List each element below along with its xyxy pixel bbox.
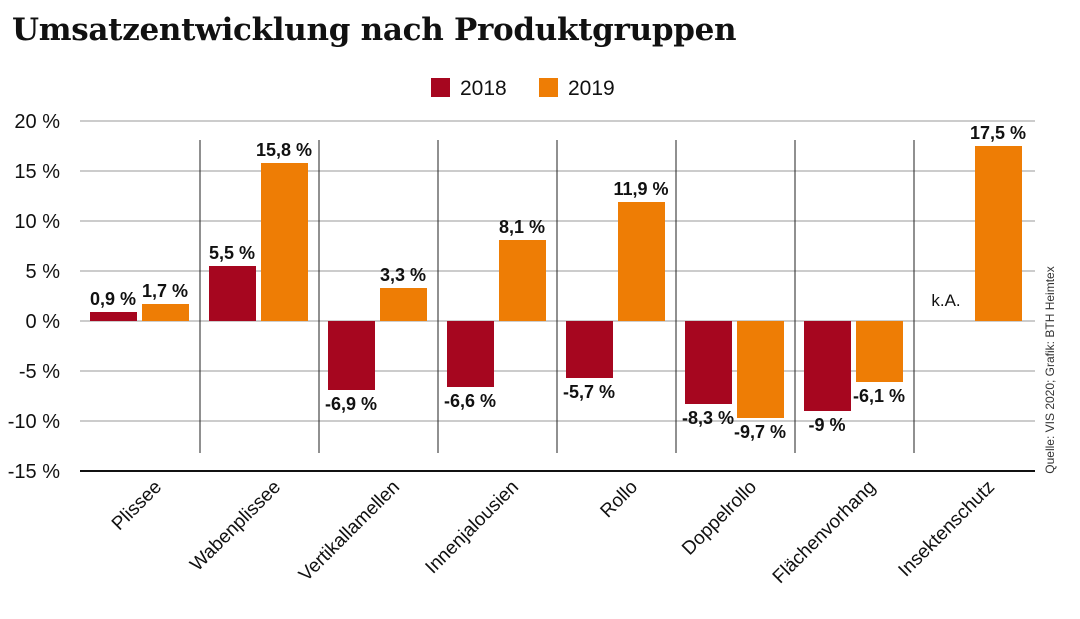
bar-value-label: -6,9 % bbox=[325, 394, 377, 414]
bar-2018 bbox=[566, 321, 613, 378]
bar-2018 bbox=[804, 321, 851, 411]
no-data-label: k.A. bbox=[931, 291, 960, 310]
x-tick-label: Innenjalousien bbox=[422, 477, 524, 579]
bar-2019 bbox=[856, 321, 903, 382]
bar-value-label: 8,1 % bbox=[499, 217, 545, 237]
bar-2019 bbox=[737, 321, 784, 418]
x-tick-label: Plissee bbox=[108, 477, 166, 535]
y-tick-label: 10 % bbox=[14, 211, 60, 233]
bar-2019 bbox=[261, 163, 308, 321]
y-tick-label: -10 % bbox=[8, 411, 60, 433]
bar-2019 bbox=[142, 304, 189, 321]
bar-value-label: -6,1 % bbox=[853, 386, 905, 406]
bar-value-label: 1,7 % bbox=[142, 281, 188, 301]
bar-2019 bbox=[618, 202, 665, 321]
y-tick-label: -5 % bbox=[19, 361, 60, 383]
bar-value-label: 0,9 % bbox=[90, 289, 136, 309]
legend-label-2018: 2018 bbox=[460, 77, 507, 100]
bar-value-label: 15,8 % bbox=[256, 140, 312, 160]
x-tick-label: Flächenvorhang bbox=[769, 477, 880, 588]
bar-value-label: 11,9 % bbox=[613, 179, 668, 199]
bar-2018 bbox=[685, 321, 732, 404]
x-tick-label: Doppelrollo bbox=[678, 477, 761, 560]
bar-2018 bbox=[328, 321, 375, 390]
bar-2018 bbox=[90, 312, 137, 321]
legend-label-2019: 2019 bbox=[568, 77, 615, 100]
x-tick-label: Insektenschutz bbox=[895, 477, 999, 581]
bar-value-label: -9 % bbox=[808, 415, 845, 435]
bar-value-label: 5,5 % bbox=[209, 243, 255, 263]
bar-2018 bbox=[447, 321, 494, 387]
source-note: Quelle: VIS 2020; Grafik: BTH Heimtex bbox=[1043, 266, 1057, 474]
bar-2019 bbox=[499, 240, 546, 321]
y-tick-label: 0 % bbox=[26, 311, 61, 333]
bar-2018 bbox=[209, 266, 256, 321]
bar-value-label: 3,3 % bbox=[380, 265, 426, 285]
bar-value-label: -6,6 % bbox=[444, 391, 496, 411]
bar-value-label: -5,7 % bbox=[563, 382, 615, 402]
y-tick-label: 15 % bbox=[14, 161, 60, 183]
chart-title: Umsatzentwicklung nach Produktgruppen bbox=[12, 12, 737, 48]
y-tick-label: -15 % bbox=[8, 461, 60, 483]
y-tick-label: 20 % bbox=[14, 111, 60, 133]
x-tick-label: Vertikallamellen bbox=[295, 477, 404, 586]
x-tick-label: Wabenplissee bbox=[186, 477, 285, 576]
bar-2019 bbox=[975, 146, 1022, 321]
y-tick-label: 5 % bbox=[26, 261, 61, 283]
legend-swatch-2019 bbox=[539, 78, 558, 97]
bar-2019 bbox=[380, 288, 427, 321]
legend-swatch-2018 bbox=[431, 78, 450, 97]
bar-value-label: -9,7 % bbox=[734, 422, 786, 442]
x-tick-label: Rollo bbox=[597, 477, 642, 522]
bar-value-label: 17,5 % bbox=[970, 123, 1026, 143]
bar-value-label: -8,3 % bbox=[682, 408, 734, 428]
